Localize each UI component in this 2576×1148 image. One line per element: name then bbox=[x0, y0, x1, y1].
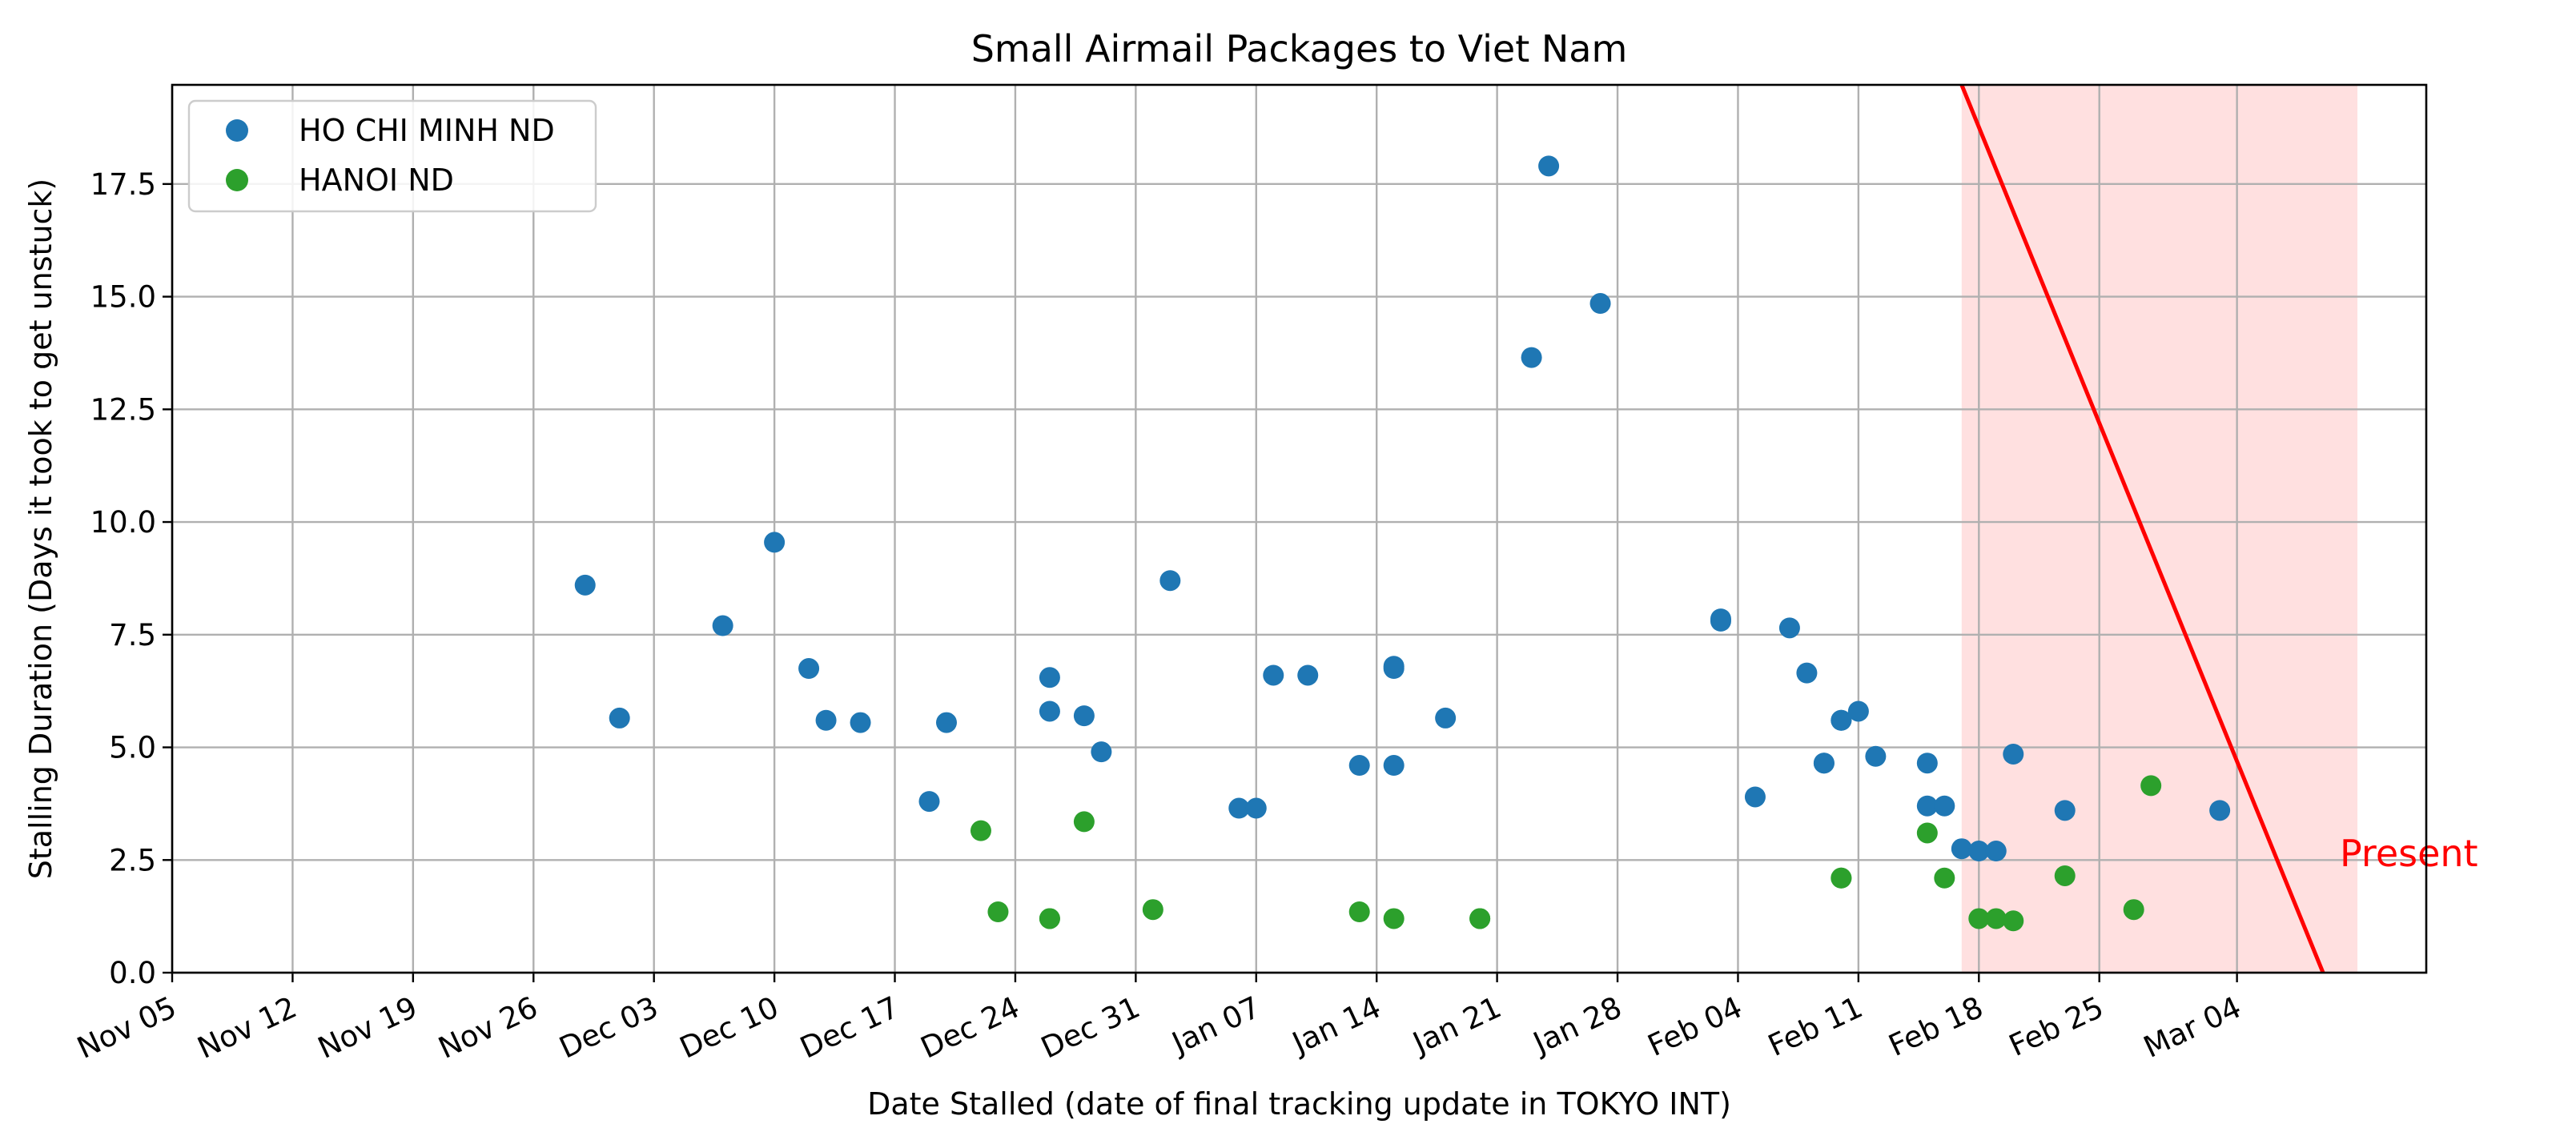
data-point-series-2 bbox=[1831, 867, 1852, 889]
data-point-series-2 bbox=[1985, 908, 2007, 929]
legend-label-series-1: HO CHI MINH ND bbox=[299, 113, 555, 148]
data-point-series-1 bbox=[1039, 700, 1060, 722]
data-point-series-1 bbox=[1710, 608, 1731, 630]
data-point-series-1 bbox=[1073, 705, 1095, 727]
data-point-series-1 bbox=[1245, 797, 1267, 819]
data-point-series-1 bbox=[815, 709, 837, 731]
data-point-series-2 bbox=[1348, 901, 1370, 923]
data-point-series-1 bbox=[1796, 662, 1818, 684]
chart-title: Small Airmail Packages to Viet Nam bbox=[971, 27, 1628, 70]
data-point-series-1 bbox=[2209, 800, 2231, 821]
data-point-series-2 bbox=[2054, 865, 2076, 886]
cutoff-shaded-region bbox=[1961, 85, 2358, 973]
data-point-series-1 bbox=[1091, 741, 1112, 763]
data-point-series-1 bbox=[712, 615, 733, 636]
data-point-series-1 bbox=[935, 712, 957, 733]
data-point-series-1 bbox=[1263, 664, 1284, 686]
data-point-series-1 bbox=[1865, 745, 1887, 767]
cutoff-line bbox=[1959, 85, 2325, 973]
data-point-series-1 bbox=[2003, 743, 2024, 765]
data-point-series-1 bbox=[1744, 786, 1766, 808]
data-point-series-1 bbox=[1916, 753, 1938, 774]
data-point-series-1 bbox=[1813, 753, 1835, 774]
data-point-series-1 bbox=[1831, 709, 1852, 731]
data-point-series-1 bbox=[1159, 570, 1181, 592]
legend-marker-series-2 bbox=[226, 169, 248, 191]
y-tick-label: 7.5 bbox=[109, 618, 156, 652]
data-point-series-2 bbox=[970, 820, 991, 841]
data-point-series-2 bbox=[2003, 910, 2024, 932]
data-point-series-1 bbox=[609, 707, 630, 729]
data-point-series-2 bbox=[1142, 899, 1163, 921]
data-point-series-2 bbox=[2123, 899, 2144, 921]
data-point-series-1 bbox=[1435, 707, 1457, 729]
data-point-series-1 bbox=[850, 712, 871, 733]
data-point-series-1 bbox=[1985, 841, 2007, 862]
legend-marker-series-1 bbox=[226, 119, 248, 142]
data-point-series-1 bbox=[1348, 755, 1370, 777]
data-point-series-1 bbox=[1968, 841, 1990, 862]
y-tick-label: 12.5 bbox=[90, 392, 156, 427]
data-point-series-1 bbox=[1228, 797, 1250, 819]
data-point-series-2 bbox=[2140, 775, 2162, 797]
data-point-series-1 bbox=[1589, 293, 1611, 315]
data-point-series-1 bbox=[1934, 795, 1955, 817]
data-point-series-1 bbox=[1521, 347, 1542, 368]
data-point-series-2 bbox=[987, 901, 1009, 923]
y-tick-label: 0.0 bbox=[109, 956, 156, 990]
data-point-series-1 bbox=[574, 574, 596, 596]
y-tick-label: 15.0 bbox=[90, 280, 156, 315]
data-point-series-1 bbox=[1039, 667, 1060, 688]
axes-frame bbox=[171, 83, 2428, 974]
data-point-series-1 bbox=[2054, 800, 2076, 821]
legend-box bbox=[187, 99, 597, 213]
y-tick-label: 17.5 bbox=[90, 167, 156, 202]
data-point-series-1 bbox=[1297, 664, 1319, 686]
data-point-series-1 bbox=[1383, 658, 1405, 680]
present-label: Present bbox=[2340, 832, 2478, 875]
data-point-series-1 bbox=[1538, 155, 1560, 177]
data-point-series-2 bbox=[1916, 822, 1938, 844]
data-point-series-2 bbox=[1073, 811, 1095, 833]
data-point-series-2 bbox=[1383, 908, 1405, 929]
x-axis-label: Date Stalled (date of final tracking upd… bbox=[867, 1086, 1731, 1122]
data-point-series-1 bbox=[1778, 617, 1800, 639]
y-tick-label: 2.5 bbox=[109, 843, 156, 877]
data-point-series-1 bbox=[798, 658, 820, 680]
y-tick-label: 5.0 bbox=[109, 731, 156, 765]
data-point-series-1 bbox=[1916, 795, 1938, 817]
data-point-series-2 bbox=[1934, 867, 1955, 889]
data-point-series-2 bbox=[1968, 908, 1990, 929]
data-point-series-1 bbox=[1951, 838, 1972, 860]
data-point-series-2 bbox=[1039, 908, 1060, 929]
data-point-series-1 bbox=[918, 791, 940, 813]
y-tick-label: 10.0 bbox=[90, 505, 156, 540]
y-axis-label: Stalling Duration (Days it took to get u… bbox=[23, 179, 58, 880]
legend: HO CHI MINH ND HANOI ND bbox=[187, 99, 597, 213]
data-point-series-1 bbox=[764, 532, 786, 553]
legend-label-series-2: HANOI ND bbox=[299, 163, 454, 198]
plot-area: Nov 05 Nov 12 Nov 19 Nov 26 Dec 03 Dec 10 Dec … bbox=[72, 83, 2478, 1066]
data-point-series-1 bbox=[1847, 700, 1869, 722]
data-point-series-2 bbox=[1469, 908, 1491, 929]
data-point-series-1 bbox=[1383, 755, 1405, 777]
